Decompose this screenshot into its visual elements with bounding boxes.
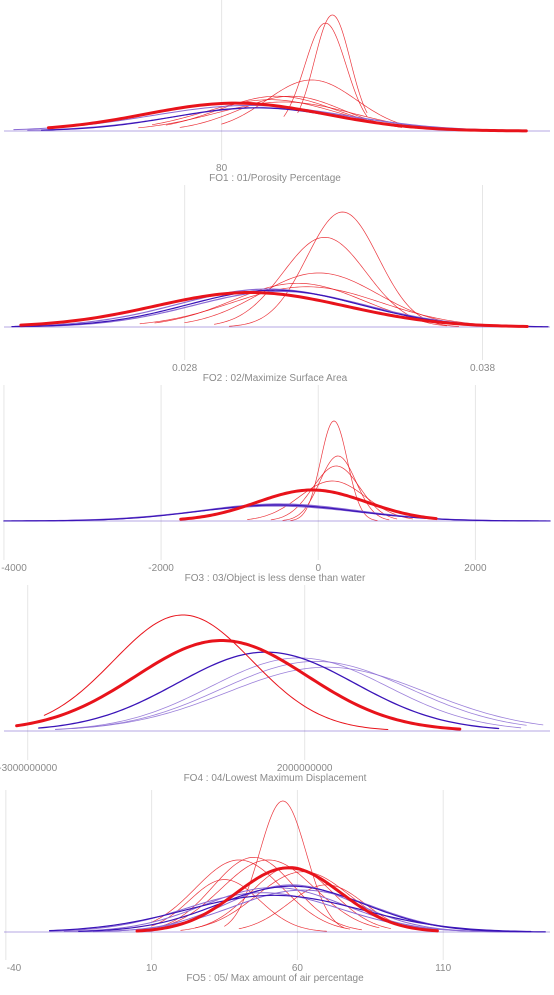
density-curve-2-8 — [19, 291, 529, 328]
density-curve-5-14 — [135, 866, 439, 933]
density-curve-3-3 — [247, 480, 413, 520]
density-curve-5-11 — [49, 892, 517, 933]
density-curve-2-0 — [228, 211, 460, 327]
density-curve-3-2 — [270, 465, 398, 521]
tick-label-2-0: 0.028 — [172, 363, 197, 374]
tick-label-3-0: -4000 — [1, 563, 27, 574]
density-curve-4-3 — [38, 651, 500, 730]
density-curve-1-10 — [46, 101, 528, 133]
tick-label-5-1: 10 — [146, 963, 158, 974]
x-axis-label-2: FO2 : 02/Maximize Surface Area — [203, 373, 348, 384]
x-axis-label-3: FO3 : 03/Object is less dense than water — [185, 573, 366, 584]
density-curve-3-7 — [179, 488, 438, 521]
density-curve-1-1 — [283, 22, 368, 117]
density-panel-5: -40 10 60 110 FO5 : 05/ Max amount of air pe… — [4, 790, 550, 984]
x-axis-label-1: FO1 : 01/Porosity Percentage — [209, 173, 341, 184]
density-curve-1-7 — [13, 104, 513, 131]
tick-label-5-0: -40 — [7, 963, 22, 974]
density-panel-3: -4000 -2000 0 2000 FO3 : 03/Object is less d… — [1, 385, 551, 584]
density-curve-3-6 — [3, 504, 551, 522]
tick-label-5-2: 60 — [292, 963, 304, 974]
density-curve-3-5 — [11, 505, 539, 522]
density-curve-2-4 — [139, 286, 477, 325]
tick-label-3-1: -2000 — [148, 563, 174, 574]
density-curve-5-2 — [162, 859, 380, 929]
density-curve-4-2 — [55, 657, 522, 730]
tick-label-4-0: -3000000000 — [0, 763, 58, 774]
density-curve-4-4 — [43, 614, 389, 731]
density-curve-4-5 — [15, 639, 462, 731]
tick-label-2-1: 0.038 — [470, 363, 495, 374]
density-curve-5-1 — [151, 859, 351, 930]
density-curve-5-12 — [48, 894, 532, 933]
tick-label-5-3: 110 — [435, 963, 451, 974]
tick-label-3-2: 0 — [315, 563, 321, 574]
tick-label-1-0: 80 — [216, 163, 228, 174]
density-curve-4-0 — [55, 661, 527, 730]
density-curve-5-6 — [151, 879, 327, 932]
density-curve-1-5 — [138, 101, 430, 129]
density-curve-2-2 — [184, 272, 468, 325]
density-curve-1-2 — [221, 79, 402, 125]
density-curve-3-1 — [282, 455, 390, 521]
density-curve-5-13 — [78, 885, 546, 933]
density-curve-4-1 — [71, 666, 544, 729]
density-curve-5-9 — [92, 884, 532, 933]
tick-label-4-1: 2000000000 — [277, 763, 333, 774]
x-axis-label-5: FO5 : 05/ Max amount of air percentage — [186, 973, 364, 984]
x-axis-label-4: FO4 : 04/Lowest Maximum Displacement — [184, 773, 367, 784]
density-panel-2: 0.028 0.038 FO2 : 02/Maximize Surface Area — [4, 185, 550, 384]
tick-label-3-3: 2000 — [464, 563, 487, 574]
